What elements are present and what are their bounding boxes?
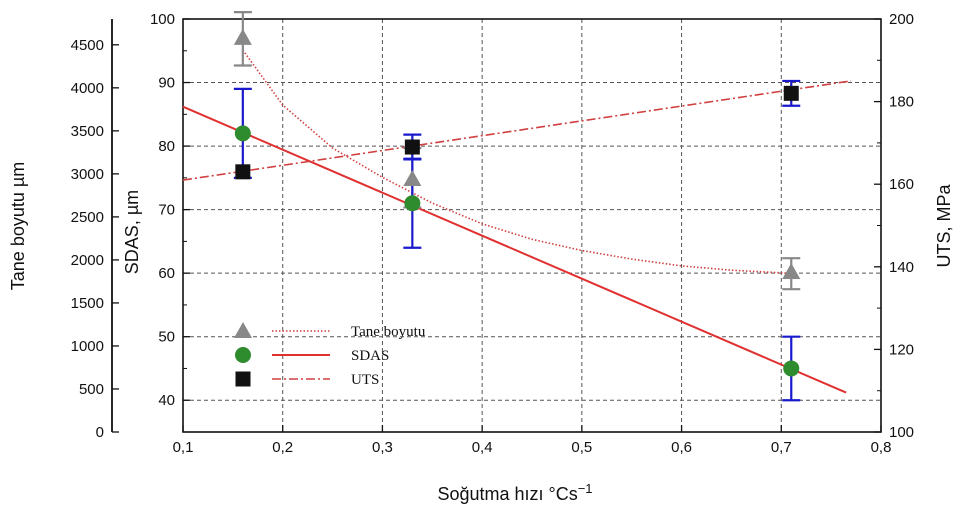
sdas-tick-label: 70 xyxy=(158,202,175,219)
x-tick-label: 0,7 xyxy=(771,439,792,456)
uts-axis-title: UTS, MPa xyxy=(934,184,954,268)
uts-tick-label: 140 xyxy=(889,259,914,276)
uts-tick-label: 120 xyxy=(889,341,914,358)
grain-tick-label: 1000 xyxy=(71,338,104,355)
uts-tick-label: 180 xyxy=(889,94,914,111)
sdas-tick-label: 60 xyxy=(158,265,175,282)
plot-frame xyxy=(182,18,882,433)
x-axis-title-sup: −1 xyxy=(578,481,593,496)
legend-marker-uts xyxy=(235,371,251,387)
sdas-tick-label: 80 xyxy=(158,138,175,155)
legend: Tane boyutu SDAS UTS xyxy=(234,322,426,388)
uts-tick-label: 100 xyxy=(889,424,914,441)
uts-point xyxy=(235,164,251,180)
grain-tick-label: 0 xyxy=(96,424,104,441)
x-tick-label: 0,6 xyxy=(671,439,692,456)
tane-boyutu-point xyxy=(403,170,422,187)
uts-tick-label: 160 xyxy=(889,176,914,193)
grain-tick-label: 2000 xyxy=(71,252,104,269)
grain-tick-label: 4000 xyxy=(71,80,104,97)
fit-lines xyxy=(182,49,852,394)
uts-point xyxy=(404,139,420,155)
sdas-tick-label: 50 xyxy=(158,329,175,346)
grain-tick-label: 3500 xyxy=(71,123,104,140)
x-tick-label: 0,3 xyxy=(372,439,393,456)
legend-label-uts: UTS xyxy=(351,372,379,388)
grain-tick-label: 3000 xyxy=(71,166,104,183)
grain-tick-label: 1500 xyxy=(71,295,104,312)
legend-label-sdas: SDAS xyxy=(351,348,389,364)
x-tick-label: 0,4 xyxy=(472,439,493,456)
grain-tick-label: 2500 xyxy=(71,209,104,226)
sdas-tick-label: 40 xyxy=(158,392,175,409)
sdas-tick-label: 100 xyxy=(150,11,175,28)
x-tick-label: 0,8 xyxy=(871,439,892,456)
grain-tick-label: 4500 xyxy=(71,37,104,54)
legend-marker-tane-boyutu xyxy=(234,322,252,338)
legend-marker-sdas xyxy=(235,347,251,363)
sdas-point xyxy=(404,195,421,212)
fit-line-tane-boyutu xyxy=(242,49,792,275)
sdas-point xyxy=(234,125,251,142)
grain-tick-label: 500 xyxy=(79,381,104,398)
uts-point xyxy=(783,85,799,101)
legend-label-tane-boyutu: Tane boyutu xyxy=(351,324,426,340)
fit-line-uts xyxy=(182,80,852,181)
x-tick-label: 0,1 xyxy=(173,439,194,456)
tane-boyutu-point xyxy=(233,28,252,45)
x-tick-label: 0,2 xyxy=(272,439,293,456)
grain-axis-title: Tane boyutu µm xyxy=(8,162,28,290)
x-axis-title: Soğutma hızı °Cs−1 xyxy=(437,481,592,504)
sdas-point xyxy=(783,360,800,377)
sdas-tick-label: 90 xyxy=(158,75,175,92)
data-points xyxy=(233,11,801,402)
tane-boyutu-point xyxy=(782,262,801,279)
uts-tick-label: 200 xyxy=(889,11,914,28)
fit-line-sdas xyxy=(182,105,847,394)
x-tick-label: 0,5 xyxy=(571,439,592,456)
sdas-axis-title: SDAS, µm xyxy=(122,190,142,274)
axes: 0,1 0,2 0,3 0,4 0,5 0,6 0,7 0,8 40 50 60 70 80 90 100 1… xyxy=(8,11,954,456)
grid xyxy=(183,19,881,432)
